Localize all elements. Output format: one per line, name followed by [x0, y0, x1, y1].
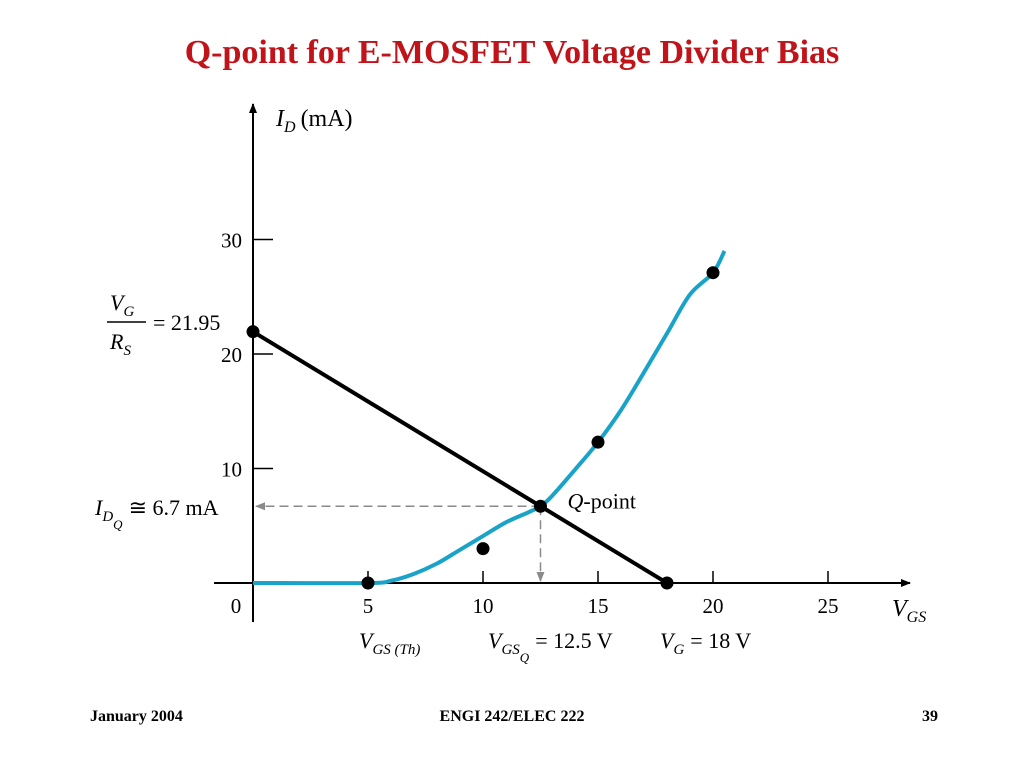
- vgsq-annotation: VGSQ= 12.5 V: [488, 628, 613, 665]
- svg-text:VG: VG: [110, 290, 134, 320]
- x-tick-label-0: 0: [231, 594, 242, 618]
- y-ticks: 10 20 30: [221, 229, 273, 482]
- footer-page-number: 39: [922, 708, 938, 725]
- svg-text:RS: RS: [109, 329, 131, 359]
- footer-course: ENGI 242/ELEC 222: [439, 708, 585, 725]
- data-point-0: [361, 576, 375, 590]
- data-point-5: [660, 576, 674, 590]
- x-tick-label-25: 25: [818, 594, 839, 618]
- data-point-3: [706, 266, 720, 280]
- y-tick-label-10: 10: [221, 458, 242, 482]
- idq-annotation: IDQ≅ 6.7 mA: [94, 495, 219, 532]
- y-axis-title: ID (mA): [275, 106, 353, 136]
- footer-date: January 2004: [90, 708, 183, 725]
- x-tick-label-10: 10: [473, 594, 494, 618]
- x-tick-label-5: 5: [363, 594, 374, 618]
- data-point-6: [534, 499, 547, 513]
- slide-title: Q-point for E-MOSFET Voltage Divider Bia…: [184, 34, 840, 71]
- vg-annotation: VG = 18 V: [660, 628, 751, 658]
- vgs-th-annotation: VGS (Th): [359, 628, 420, 658]
- x-axis-title: VGS: [892, 596, 926, 626]
- q-point-label: Q-point: [568, 488, 636, 513]
- data-point-4: [246, 325, 260, 339]
- x-tick-label-15: 15: [588, 594, 609, 618]
- x-tick-label-20: 20: [703, 594, 724, 618]
- y-tick-label-20: 20: [221, 343, 242, 367]
- x-ticks: 0 5 10 15 20 25: [231, 571, 839, 618]
- svg-text:= 21.95: = 21.95: [153, 310, 220, 335]
- transfer-curve: [252, 250, 727, 586]
- y-tick-label-30: 30: [221, 229, 242, 253]
- bias-line: [251, 329, 669, 585]
- data-point-1: [476, 542, 490, 556]
- vg-rs-annotation: VG RS = 21.95: [107, 290, 220, 359]
- data-points: [246, 266, 720, 590]
- data-point-2: [591, 435, 605, 449]
